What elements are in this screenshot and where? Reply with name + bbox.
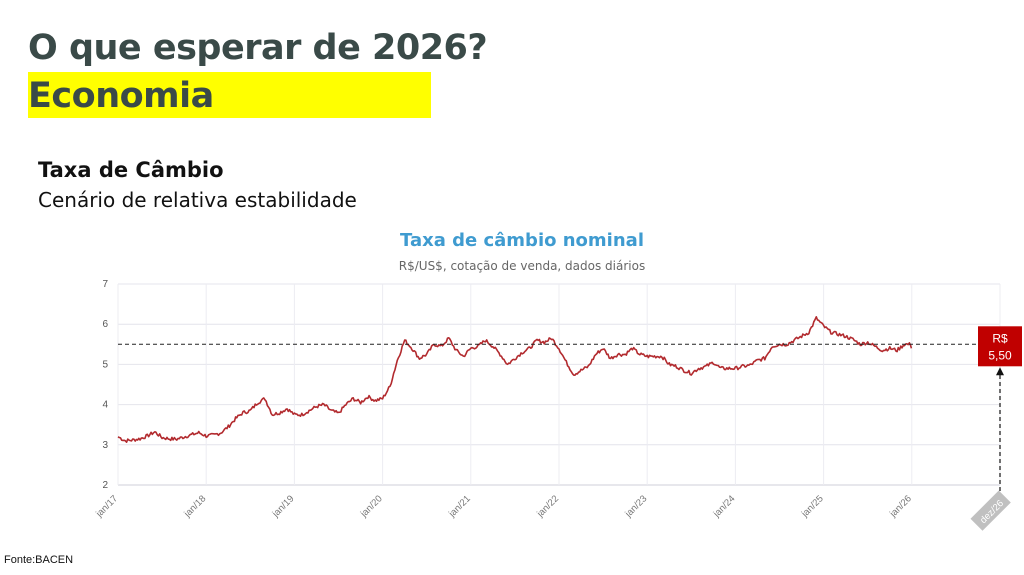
- y-tick-label: 4: [102, 400, 108, 411]
- y-tick-label: 6: [102, 319, 108, 330]
- page-title: O que esperar de 2026?: [28, 28, 488, 68]
- x-tick-label: jan/20: [358, 493, 385, 520]
- source-note: Fonte:BACEN: [4, 554, 74, 566]
- y-axis: 2 3 4 5 6 7: [102, 279, 108, 491]
- x-tick-label: jan/24: [711, 493, 738, 520]
- chart-subheading: Cenário de relativa estabilidade: [38, 188, 357, 212]
- x-tick-label: jan/18: [182, 493, 209, 520]
- projection-badge: R$ 5,50: [978, 326, 1022, 367]
- chart-subtitle: R$/US$, cotação de venda, dados diários: [399, 259, 645, 273]
- projection-date-tag: dez/26: [970, 490, 1011, 531]
- y-tick-label: 7: [102, 279, 108, 290]
- x-tick-label: jan/19: [270, 493, 297, 520]
- projection-badge-currency: R$: [992, 331, 1008, 345]
- section-highlight: [28, 72, 431, 118]
- projection-badge-value: 5,50: [988, 348, 1012, 362]
- x-tick-label: jan/23: [623, 493, 650, 520]
- x-tick-label: jan/25: [799, 493, 826, 520]
- section-title: Economia: [28, 76, 214, 116]
- chart-heading: Taxa de Câmbio: [38, 158, 224, 182]
- projection-date-tag-box: [970, 490, 1011, 531]
- y-tick-label: 5: [102, 359, 108, 370]
- chart-title: Taxa de câmbio nominal: [400, 230, 644, 251]
- exchange-rate-line: [117, 316, 913, 443]
- projection-badge-box: [978, 326, 1022, 367]
- x-tick-label: jan/22: [534, 493, 561, 520]
- y-tick-label: 3: [102, 440, 108, 451]
- x-axis: jan/17 jan/18 jan/19 jan/20 jan/21 jan/22 jan/…: [93, 490, 1011, 531]
- y-tick-label: 2: [102, 480, 108, 491]
- x-tick-label: jan/26: [887, 493, 914, 520]
- projection-arrow-head: [996, 367, 1004, 376]
- x-tick-label: jan/17: [93, 493, 120, 520]
- chart-grid: [117, 283, 1001, 486]
- x-tick-label: jan/21: [446, 493, 473, 520]
